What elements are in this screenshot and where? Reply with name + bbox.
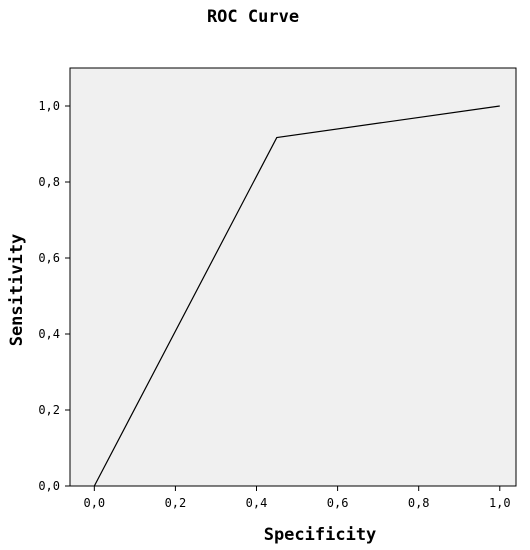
y-tick-label: 0,0: [38, 479, 60, 493]
roc-curve-line: [93, 105, 500, 487]
y-tick-label: 0,4: [38, 327, 60, 341]
x-tick-label: 0,0: [83, 496, 105, 510]
plot-area: [69, 67, 517, 487]
chart-title: ROC Curve: [207, 7, 299, 27]
y-tick-label: 1,0: [38, 99, 60, 113]
x-axis: 0,0 0,2 0,4 0,6 0,8 1,0: [83, 486, 511, 510]
x-tick-label: 0,8: [408, 496, 430, 510]
y-axis: 0,0 0,2 0,4 0,6 0,8 1,0: [38, 99, 70, 493]
x-tick-label: 0,4: [246, 496, 268, 510]
x-axis-title: Specificity: [264, 525, 377, 545]
x-tick-label: 0,6: [327, 496, 349, 510]
y-axis-title: Sensitivity: [7, 234, 27, 347]
y-tick-label: 0,8: [38, 175, 60, 189]
series-layer: [93, 105, 500, 487]
y-tick-label: 0,6: [38, 251, 60, 265]
x-tick-label: 1,0: [489, 496, 511, 510]
y-tick-label: 0,2: [38, 403, 60, 417]
x-tick-label: 0,2: [165, 496, 187, 510]
